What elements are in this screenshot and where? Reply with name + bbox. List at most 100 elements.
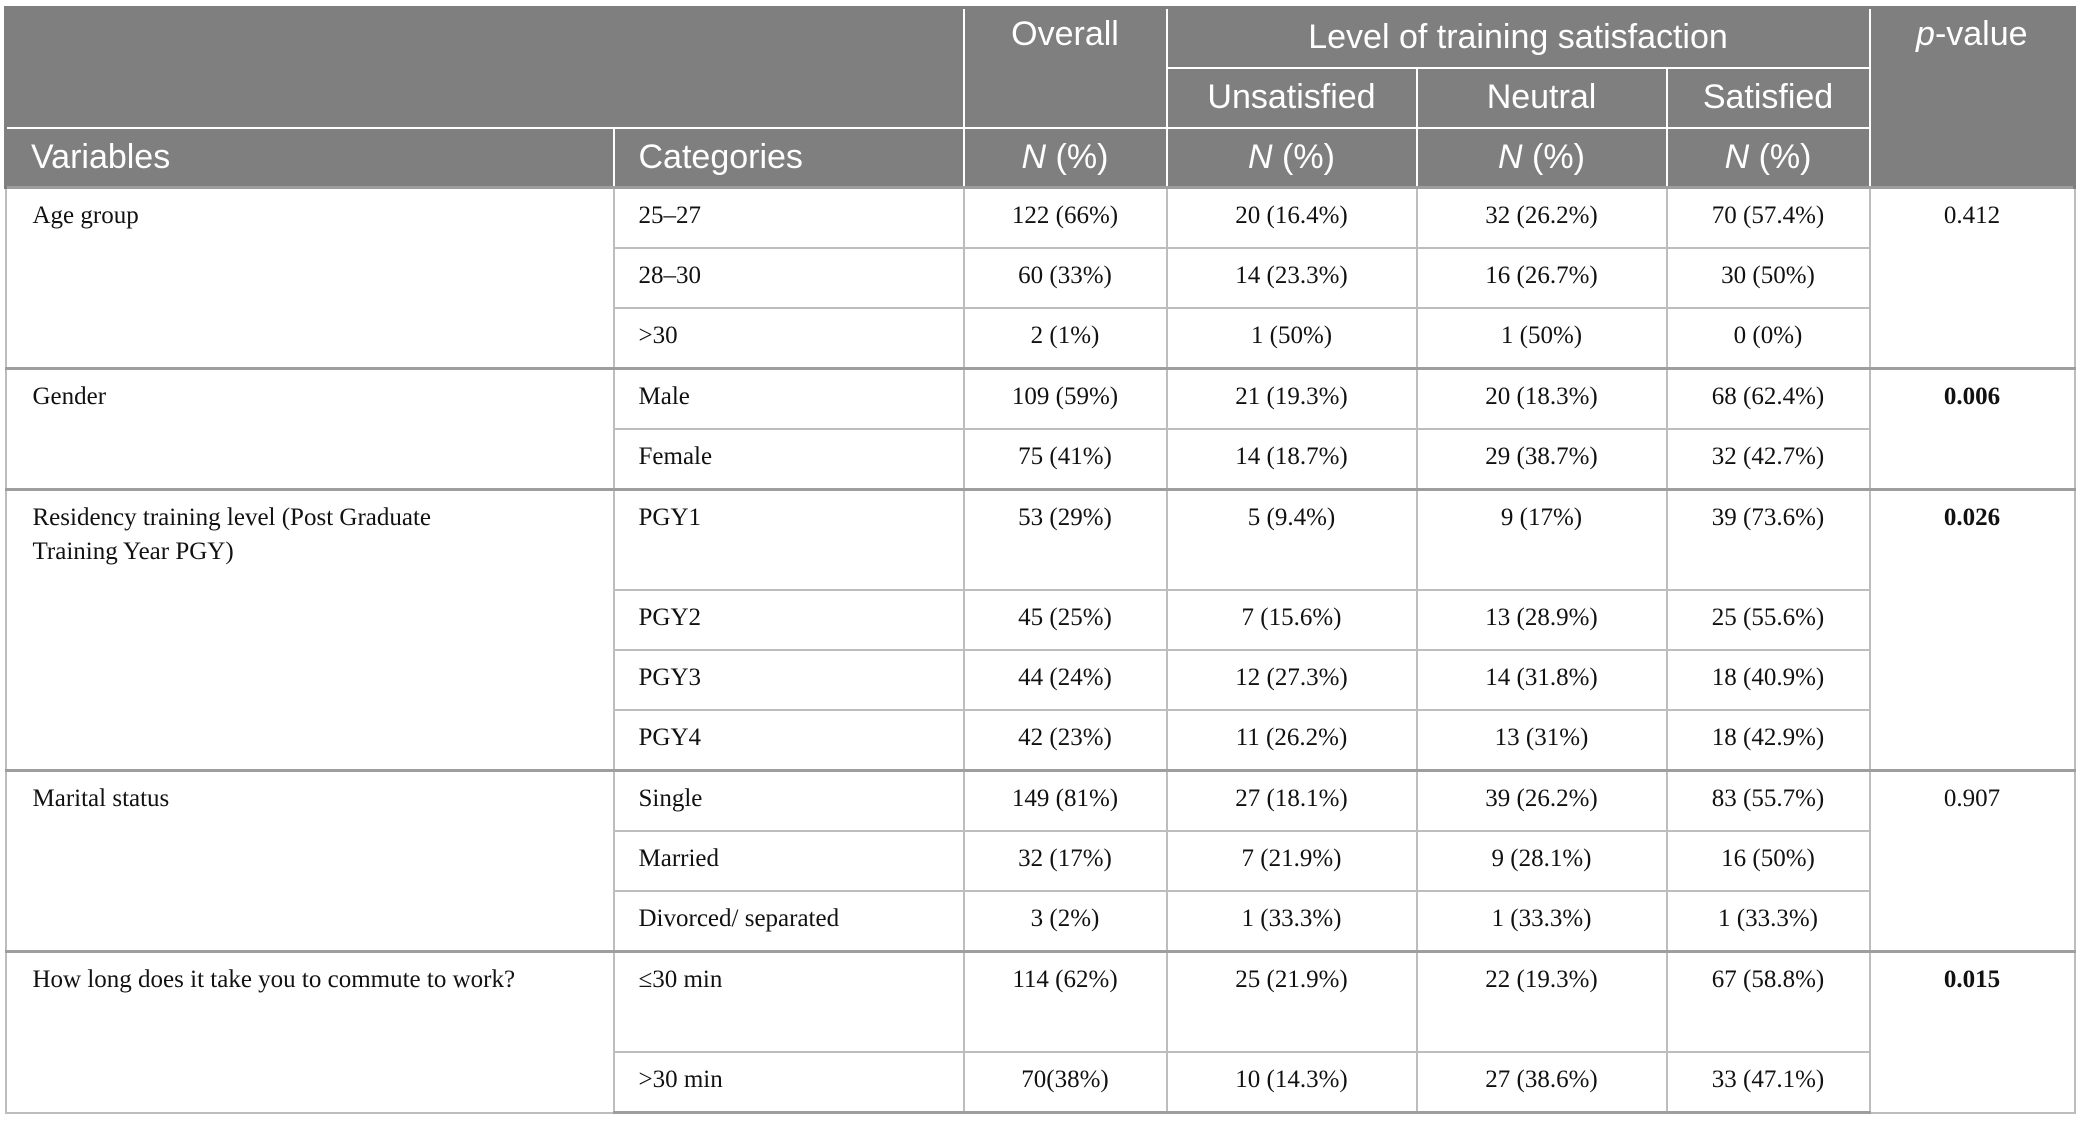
satisfied-cell: 1 (33.3%)	[1665, 890, 1871, 953]
category-label: >30	[638, 322, 678, 349]
table-row: Divorced/ separated 3 (2%) 1 (33.3%) 1 (…	[6, 890, 2075, 953]
satisfied-cell: 68 (62.4%)	[1665, 367, 1871, 430]
p-value: 0.412	[1943, 202, 2001, 229]
variable-label: Marital status	[32, 785, 170, 812]
header-categories: Categories	[612, 126, 965, 189]
unsatisfied-value: 12 (27.3%)	[1235, 664, 1348, 691]
header-n-overall: N (%)	[962, 126, 1168, 189]
category-label: PGY2	[638, 604, 702, 631]
header-n-neutral: N (%)	[1415, 126, 1668, 189]
unsatisfied-cell: 14 (18.7%)	[1165, 428, 1418, 491]
overall-cell: 60 (33%)	[962, 247, 1168, 309]
overall-cell: 114 (62%)	[962, 950, 1168, 1053]
p-value-cell: 0.907	[1868, 769, 2076, 953]
header-neutral: Neutral	[1415, 66, 1668, 129]
neutral-cell: 1 (33.3%)	[1415, 890, 1668, 953]
unsatisfied-value: 1 (33.3%)	[1241, 905, 1342, 932]
table-row: PGY3 44 (24%) 12 (27.3%) 14 (31.8%) 18 (…	[6, 649, 2075, 711]
table-row: PGY2 45 (25%) 7 (15.6%) 13 (28.9%) 25 (5…	[6, 589, 2075, 651]
p-value-cell: 0.412	[1868, 186, 2076, 370]
neutral-cell: 1 (50%)	[1415, 307, 1668, 370]
table-row: 28–30 60 (33%) 14 (23.3%) 16 (26.7%) 30 …	[6, 247, 2075, 309]
unsatisfied-cell: 7 (21.9%)	[1165, 830, 1418, 892]
category-cell: ≤30 min	[612, 950, 965, 1053]
unsatisfied-cell: 20 (16.4%)	[1165, 186, 1418, 249]
satisfied-value: 67 (58.8%)	[1711, 966, 1825, 993]
overall-value: 109 (59%)	[1011, 383, 1119, 410]
category-label: ≤30 min	[638, 966, 723, 993]
header-blank-cell	[4, 6, 965, 129]
variable-label: How long does it take you to commute to …	[32, 966, 516, 993]
category-cell: Divorced/ separated	[612, 890, 965, 953]
header-n-italic: N	[1724, 137, 1750, 176]
p-value-cell: 0.006	[1868, 367, 2076, 491]
satisfied-value: 16 (50%)	[1721, 845, 1815, 872]
unsatisfied-value: 5 (9.4%)	[1247, 504, 1336, 531]
unsatisfied-cell: 21 (19.3%)	[1165, 367, 1418, 430]
overall-cell: 44 (24%)	[962, 649, 1168, 711]
unsatisfied-value: 21 (19.3%)	[1235, 383, 1348, 410]
satisfied-cell: 70 (57.4%)	[1665, 186, 1871, 249]
header-n-italic: N	[1498, 137, 1523, 176]
unsatisfied-value: 14 (18.7%)	[1235, 443, 1348, 470]
overall-cell: 149 (81%)	[962, 769, 1168, 832]
unsatisfied-value: 25 (21.9%)	[1235, 966, 1348, 993]
neutral-cell: 14 (31.8%)	[1415, 649, 1668, 711]
satisfied-value: 25 (55.6%)	[1711, 604, 1825, 631]
header-p-rest: -value	[1934, 15, 2028, 53]
satisfied-value: 83 (55.7%)	[1711, 785, 1825, 812]
neutral-value: 14 (31.8%)	[1485, 664, 1598, 691]
category-cell: PGY2	[612, 589, 965, 651]
category-cell: >30	[612, 307, 965, 370]
neutral-value: 13 (31%)	[1494, 724, 1589, 751]
overall-cell: 2 (1%)	[962, 307, 1168, 370]
neutral-cell: 27 (38.6%)	[1415, 1051, 1668, 1114]
satisfied-value: 39 (73.6%)	[1711, 504, 1825, 531]
category-label: Male	[638, 383, 690, 410]
overall-value: 2 (1%)	[1030, 322, 1100, 349]
variable-cell: Marital status	[4, 769, 615, 953]
p-value-cell: 0.015	[1868, 950, 2076, 1114]
neutral-cell: 22 (19.3%)	[1415, 950, 1668, 1053]
category-label: Married	[638, 845, 720, 872]
variable-cell: Residency training level (Post Graduate …	[4, 488, 615, 772]
variable-cell: Gender	[4, 367, 615, 491]
satisfied-cell: 18 (40.9%)	[1665, 649, 1871, 711]
variable-cell: Age group	[4, 186, 615, 370]
unsatisfied-value: 20 (16.4%)	[1235, 202, 1348, 229]
unsatisfied-cell: 25 (21.9%)	[1165, 950, 1418, 1053]
satisfied-cell: 16 (50%)	[1665, 830, 1871, 892]
category-label: Female	[638, 443, 713, 470]
neutral-cell: 16 (26.7%)	[1415, 247, 1668, 309]
satisfied-cell: 25 (55.6%)	[1665, 589, 1871, 651]
category-label: 25–27	[638, 202, 702, 229]
variable-cell: How long does it take you to commute to …	[4, 950, 615, 1114]
overall-cell: 53 (29%)	[962, 488, 1168, 591]
table-row: PGY4 42 (23%) 11 (26.2%) 13 (31%) 18 (42…	[6, 709, 2075, 772]
neutral-value: 22 (19.3%)	[1485, 966, 1598, 993]
neutral-value: 1 (33.3%)	[1491, 905, 1592, 932]
table-header: Overall Level of training satisfaction p…	[4, 6, 2077, 189]
category-cell: >30 min	[612, 1051, 965, 1114]
p-value: 0.907	[1943, 785, 2001, 812]
header-level-group: Level of training satisfaction	[1165, 6, 1871, 69]
table-row: How long does it take you to commute to …	[4, 950, 2076, 1114]
header-n-rest: (%)	[1749, 137, 1812, 176]
satisfied-value: 70 (57.4%)	[1711, 202, 1825, 229]
overall-value: 53 (29%)	[1018, 504, 1112, 531]
header-satisfied: Satisfied	[1665, 66, 1871, 129]
category-cell: PGY1	[612, 488, 965, 591]
variable-label: Age group	[32, 202, 139, 229]
satisfied-cell: 67 (58.8%)	[1665, 950, 1871, 1053]
table-body: Age group 25–27 122 (66%) 20 (16.4%) 32 …	[4, 186, 2076, 1114]
unsatisfied-cell: 5 (9.4%)	[1165, 488, 1418, 591]
satisfied-value: 30 (50%)	[1721, 262, 1815, 289]
overall-value: 114 (62%)	[1012, 966, 1118, 993]
table-row: >30 min 70(38%) 10 (14.3%) 27 (38.6%) 33…	[6, 1051, 2075, 1114]
neutral-value: 39 (26.2%)	[1485, 785, 1598, 812]
header-neutral-label: Neutral	[1486, 78, 1597, 116]
overall-cell: 75 (41%)	[962, 428, 1168, 491]
category-cell: Single	[612, 769, 965, 832]
header-unsatisfied: Unsatisfied	[1165, 66, 1418, 129]
satisfied-value: 32 (42.7%)	[1711, 443, 1825, 470]
